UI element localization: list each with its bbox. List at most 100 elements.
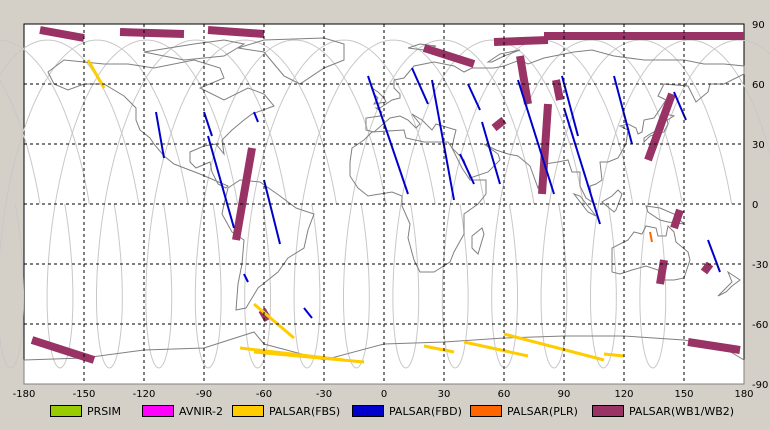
legend-swatch <box>592 405 624 417</box>
fbd-swath <box>263 179 281 245</box>
longitude-tick-label: -180 <box>13 389 36 400</box>
orbit-track <box>0 39 189 369</box>
orbit-track <box>145 39 337 369</box>
landmass-borneo <box>601 189 623 213</box>
fbs-swath <box>503 332 605 362</box>
graticule <box>24 24 744 384</box>
orbit-track <box>540 39 733 369</box>
longitude-tick-label: 30 <box>438 389 451 400</box>
fbd-swath <box>561 75 579 137</box>
longitude-tick-labels: -180 -150 -120 -90 -60 -30 0 30 60 90 120 150 180 <box>13 389 754 400</box>
legend-item: PRSIM <box>50 403 121 419</box>
wb-swath <box>700 261 714 275</box>
legend-item: PALSAR(FBS) <box>232 403 340 419</box>
wb-swath <box>687 338 741 354</box>
fbd-swath <box>253 111 259 123</box>
legend-swatch <box>470 405 502 417</box>
longitude-tick-label: 90 <box>558 389 571 400</box>
wb-swath <box>491 116 507 132</box>
latitude-tick-label: 0 <box>752 200 758 211</box>
wb-swath <box>552 79 564 101</box>
fbd-swath <box>517 79 555 195</box>
fbd-swath <box>155 111 165 159</box>
orbit-track <box>590 39 770 369</box>
wb-swath <box>656 259 668 285</box>
orbit-track <box>0 39 90 205</box>
fbd-swath <box>243 273 249 283</box>
landmass-north-america <box>47 59 275 189</box>
wb-swath <box>493 36 549 46</box>
fbd-swath <box>459 153 475 185</box>
legend-label: AVNIR-2 <box>179 404 223 418</box>
orbit-track <box>194 39 387 369</box>
longitude-tick-label: 120 <box>614 389 633 400</box>
longitude-tick-label: -90 <box>196 389 212 400</box>
wb-swath <box>516 55 532 105</box>
legend-label: PALSAR(WB1/WB2) <box>629 404 735 418</box>
landmass-great-britain <box>371 86 387 105</box>
wb-swath <box>232 147 256 241</box>
landmass-africa <box>349 129 487 273</box>
fbd-swath <box>207 135 235 229</box>
latitude-tick-label: -60 <box>752 320 768 331</box>
longitude-tick-label: -120 <box>133 389 156 400</box>
latitude-tick-label: 60 <box>752 80 765 91</box>
landmass-australia <box>611 224 691 281</box>
fbd-swath <box>707 239 721 273</box>
fbs-swath <box>253 350 365 364</box>
wb-swath <box>207 26 265 38</box>
legend-item: PALSAR(PLR) <box>470 403 578 419</box>
latitude-tick-label: -90 <box>752 380 768 391</box>
legend-item: PALSAR(WB1/WB2) <box>592 403 734 419</box>
plr-swath <box>649 231 653 243</box>
coverage-map: -180 -150 -120 -90 -60 -30 0 30 60 90 120 150 180 90… <box>0 20 770 400</box>
legend-label: PRSIM <box>87 404 121 418</box>
legend-swatch <box>50 405 82 417</box>
longitude-tick-label: -30 <box>316 389 332 400</box>
fbs-swath <box>423 344 455 354</box>
fbs-swath <box>463 340 529 358</box>
legend-item: AVNIR-2 <box>142 403 223 419</box>
legend-label: PALSAR(FBD) <box>389 404 462 418</box>
orbit-track <box>343 39 535 369</box>
landmass-new-zealand <box>717 270 741 297</box>
fbd-swath <box>563 107 601 225</box>
landmass-novaya-zemlya <box>486 49 521 63</box>
landmass-antarctica <box>23 331 745 385</box>
wb-swath <box>39 26 85 42</box>
longitude-tick-label: 150 <box>674 389 693 400</box>
fbd-swath <box>431 79 455 201</box>
legend-label: PALSAR(FBS) <box>269 404 341 418</box>
wb-swath <box>670 208 684 230</box>
legend-swatch <box>352 405 384 417</box>
wb-swath <box>644 92 676 162</box>
legend-label: PALSAR(PLR) <box>507 404 578 418</box>
fbd-swath <box>367 75 409 195</box>
fbs-swath <box>86 59 106 89</box>
latitude-tick-label: 90 <box>752 20 765 31</box>
fbd-swath <box>303 307 313 319</box>
fbd-swath <box>613 75 633 145</box>
longitude-tick-label: -150 <box>73 389 96 400</box>
latitude-tick-labels: 90 60 30 0 -30 -60 -90 <box>752 20 768 391</box>
fbs-swath <box>603 352 625 358</box>
fbd-swath <box>481 121 501 185</box>
wb-swath <box>119 28 185 38</box>
observation-swaths <box>30 26 744 364</box>
longitude-tick-label: -60 <box>256 389 272 400</box>
wb-swath <box>538 103 552 195</box>
legend-swatch <box>232 405 264 417</box>
sensor-legend: PRSIM AVNIR-2 PALSAR(FBS) PALSAR(FBD) PALSAR… <box>0 400 770 422</box>
latitude-tick-label: 30 <box>752 140 765 151</box>
landmass-madagascar <box>471 227 485 255</box>
legend-swatch <box>142 405 174 417</box>
longitude-tick-label: 0 <box>381 389 387 400</box>
landmass-sumatra <box>572 193 597 217</box>
fbd-swath <box>203 111 213 137</box>
fbs-swath <box>253 302 295 340</box>
wb-swath <box>422 44 476 68</box>
latitude-tick-label: -30 <box>752 260 768 271</box>
longitude-tick-label: 60 <box>498 389 511 400</box>
fbd-swath <box>411 67 429 105</box>
landmass-arctic-islands <box>143 39 246 61</box>
